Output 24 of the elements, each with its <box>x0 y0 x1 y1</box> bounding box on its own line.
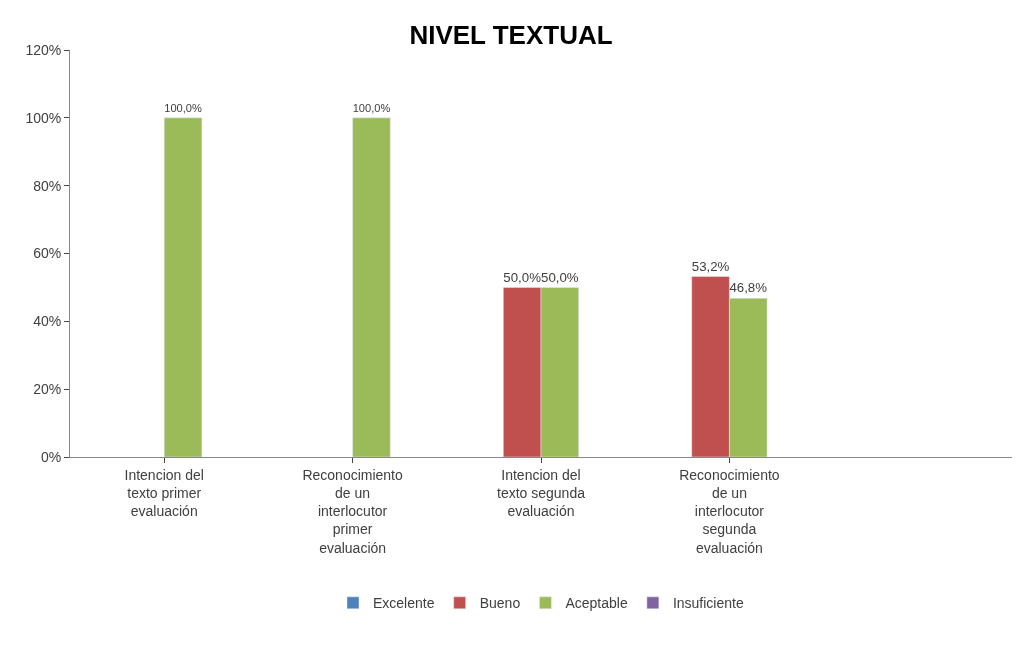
data-label: 50,0% <box>503 269 542 285</box>
y-tick-label: 80% <box>33 177 62 194</box>
x-tick-label: Intencion del texto primer evaluación <box>124 466 204 520</box>
data-label: 53,2% <box>691 258 730 274</box>
chart-title: NIVEL TEXTUAL <box>409 20 613 51</box>
bar <box>163 117 203 457</box>
data-label: 50,0% <box>541 269 579 285</box>
legend-label: Aceptable <box>565 595 628 612</box>
data-label: 100,0% <box>352 102 391 115</box>
y-tick-label: 40% <box>33 313 62 330</box>
x-tick-label: Reconocimiento de un interlocutor segunda evaluación <box>679 466 780 556</box>
bar <box>352 117 391 457</box>
legend-label: Excelente <box>373 595 435 612</box>
x-tick-label: Reconocimiento de un interlocutor primer evaluación <box>302 466 403 556</box>
x-tick-label: Intencion del texto segunda evaluación <box>497 466 586 520</box>
y-tick-label: 20% <box>33 381 62 398</box>
legend-label: Bueno <box>479 595 521 612</box>
y-tick-label: 120% <box>25 41 62 58</box>
data-label: 46,8% <box>729 280 768 296</box>
y-tick-label: 60% <box>33 245 62 262</box>
y-tick-label: 100% <box>25 109 62 126</box>
data-label: 100,0% <box>164 102 202 115</box>
y-tick-label: 0% <box>40 448 62 465</box>
legend-label: Insuficiente <box>672 595 744 612</box>
